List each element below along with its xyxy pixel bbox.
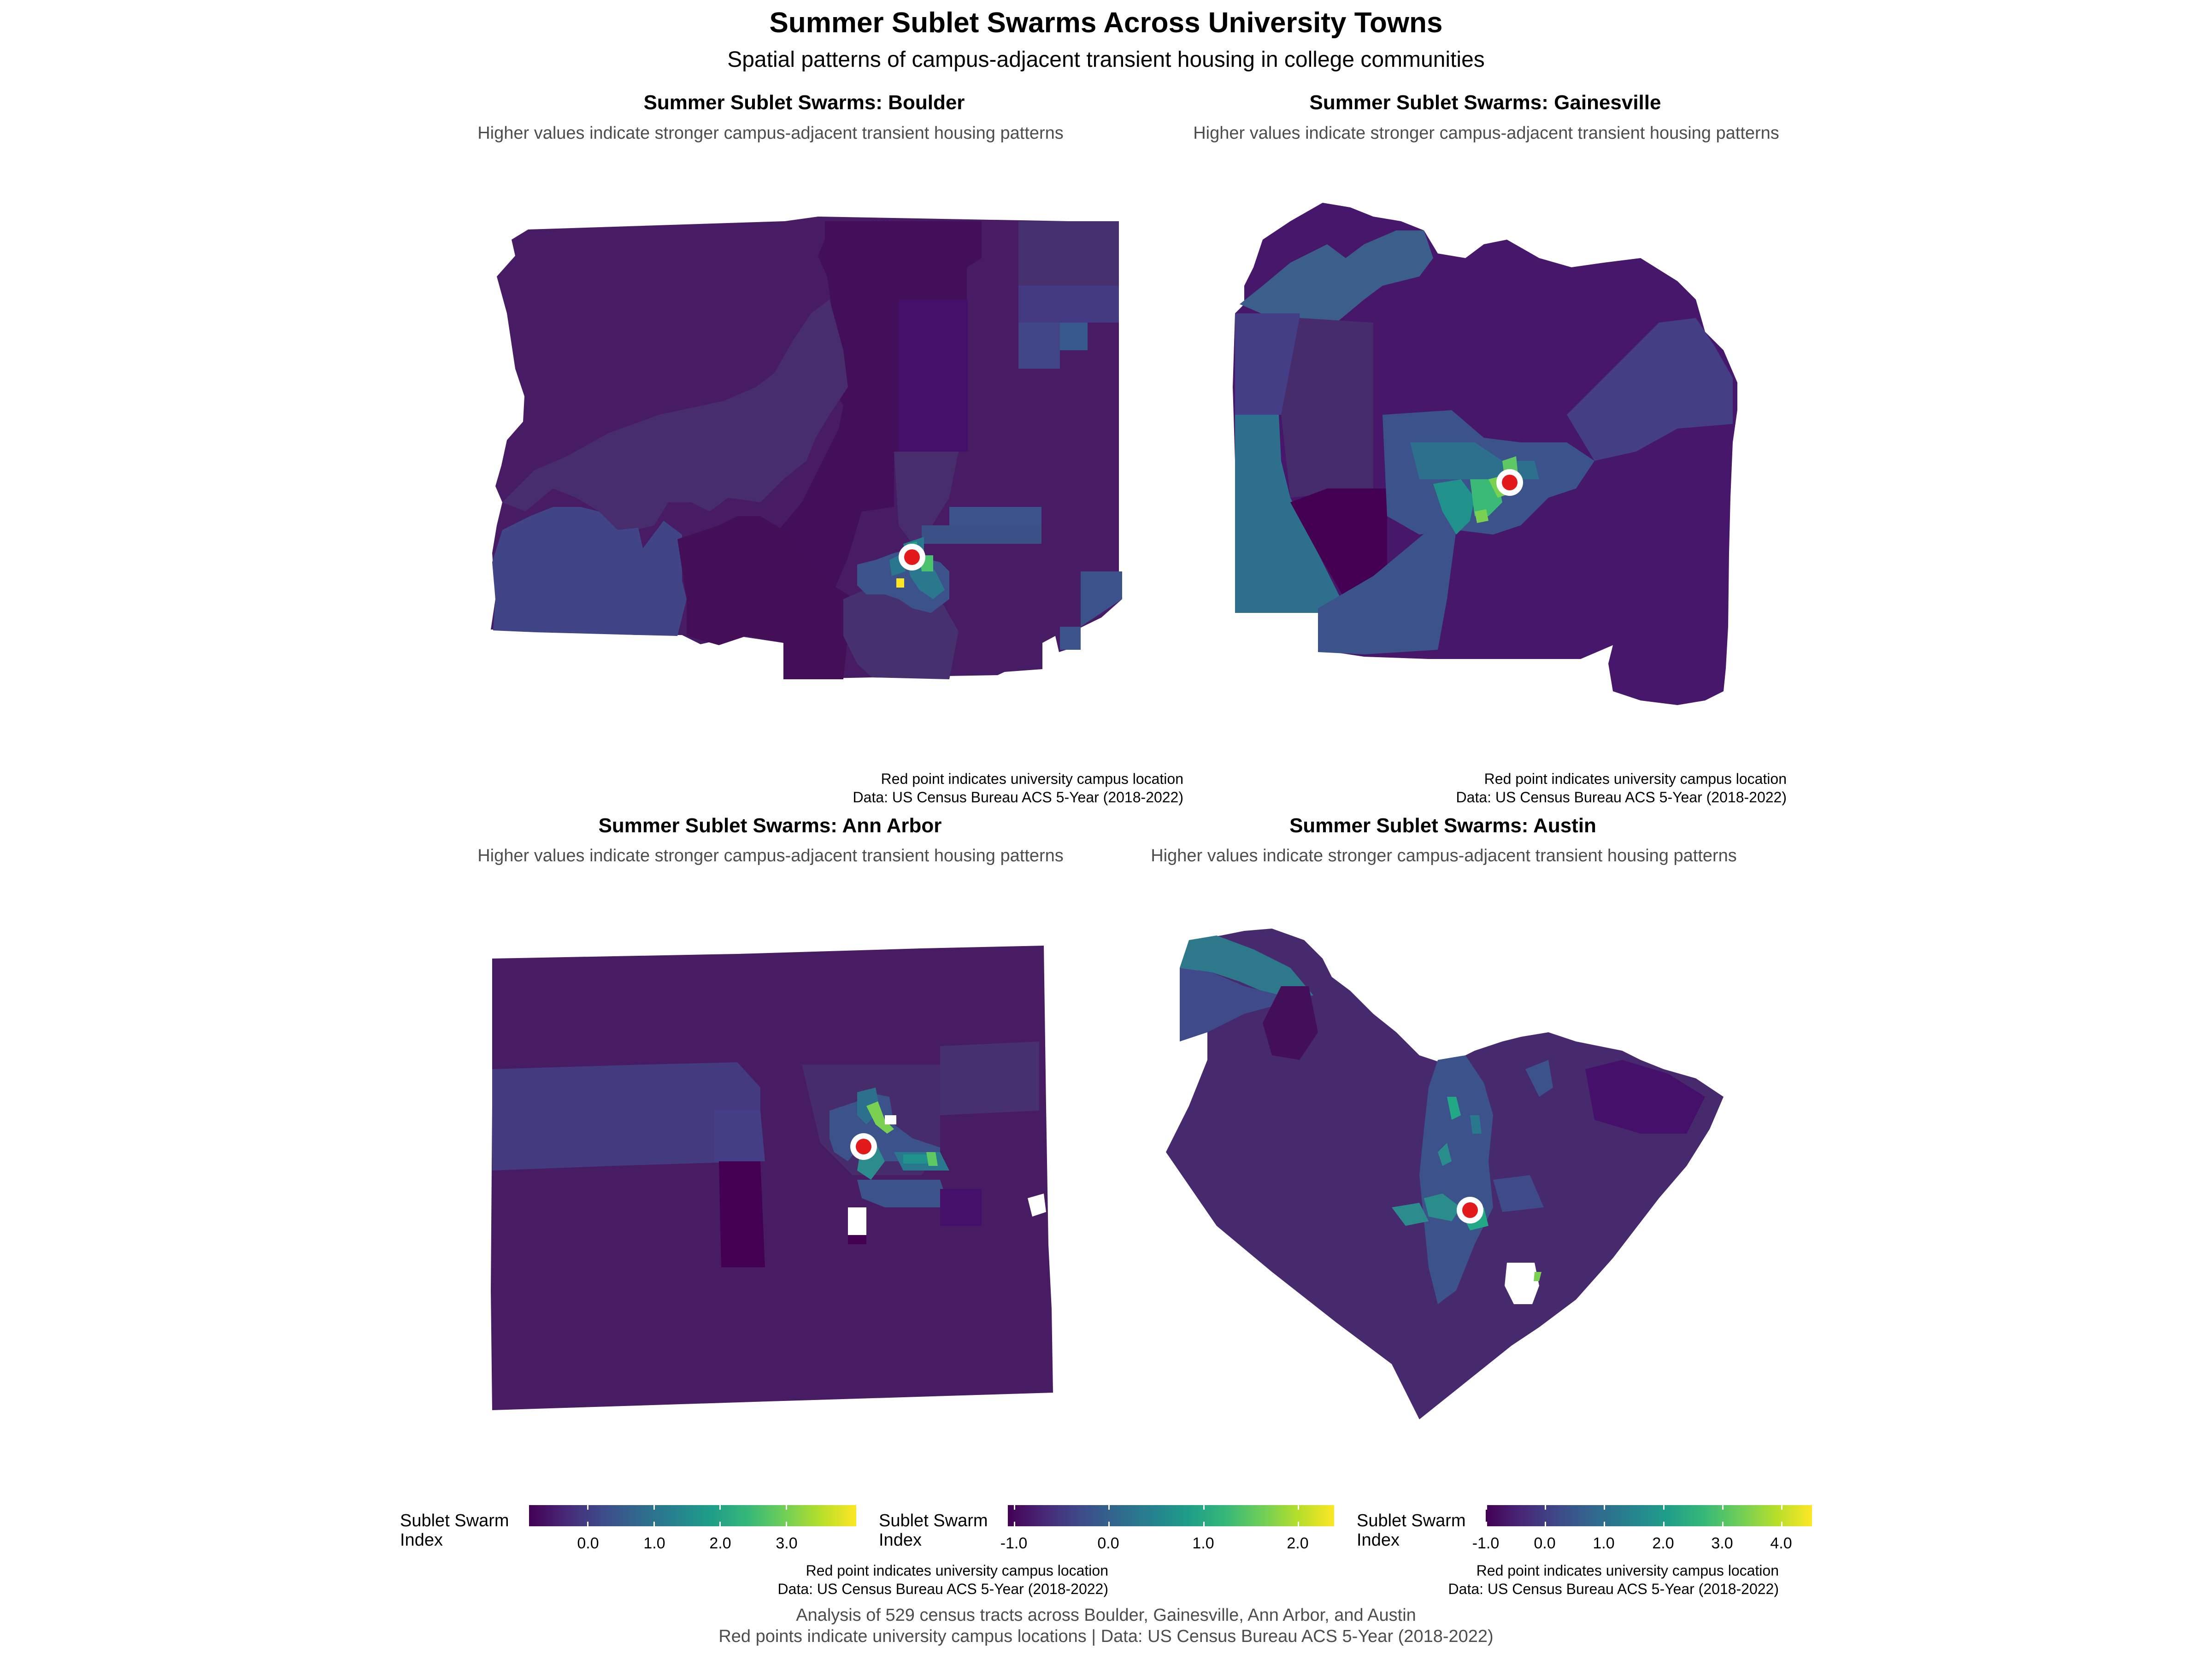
tick-label: 2.0 xyxy=(1652,1535,1674,1552)
legend-title-line2: Index xyxy=(879,1530,922,1550)
panel-title: Summer Sublet Swarms: Boulder xyxy=(643,91,965,114)
caption-line-2: Data: US Census Bureau ACS 5-Year (2018-… xyxy=(1456,789,1787,806)
legend-title-line2: Index xyxy=(400,1530,443,1550)
caption-line-1: Red point indicates university campus lo… xyxy=(881,771,1183,787)
panel-subtitle: Higher values indicate stronger campus-a… xyxy=(477,846,1064,865)
legend-title-line1: Sublet Swarm xyxy=(1357,1511,1466,1530)
tick-label: 1.0 xyxy=(643,1535,665,1552)
legend-caption-line-1: Red point indicates university campus lo… xyxy=(806,1562,1108,1579)
colorbar xyxy=(1486,1505,1812,1526)
colorbar xyxy=(1008,1505,1334,1526)
caption-line-1: Red point indicates university campus lo… xyxy=(1484,771,1787,787)
tick-label: 4.0 xyxy=(1770,1535,1792,1552)
legend-caption-line-2: Data: US Census Bureau ACS 5-Year (2018-… xyxy=(777,1581,1108,1597)
tick-label: 1.0 xyxy=(1593,1535,1615,1552)
legend-title-line1: Sublet Swarm xyxy=(879,1511,988,1530)
figure-subtitle: Spatial patterns of campus-adjacent tran… xyxy=(727,47,1485,72)
campus-point-austin-inner xyxy=(1462,1202,1478,1218)
legend-caption-line-2: Data: US Census Bureau ACS 5-Year (2018-… xyxy=(1448,1581,1779,1597)
tick-label: 3.0 xyxy=(776,1535,798,1552)
campus-point-ann-arbor-inner xyxy=(856,1139,871,1154)
campus-point-gainesville-inner xyxy=(1502,475,1518,490)
tick-label: 0.0 xyxy=(1097,1535,1119,1552)
tick-label: 2.0 xyxy=(1287,1535,1309,1552)
footer-line-1: Analysis of 529 census tracts across Bou… xyxy=(796,1606,1416,1625)
tick-label: 1.0 xyxy=(1192,1535,1214,1552)
colorbar xyxy=(529,1505,856,1526)
panel-title: Summer Sublet Swarms: Gainesville xyxy=(1309,91,1661,114)
footer-line-2: Red points indicate university campus lo… xyxy=(718,1627,1494,1646)
panel-title: Summer Sublet Swarms: Austin xyxy=(1289,814,1596,837)
caption-line-2: Data: US Census Bureau ACS 5-Year (2018-… xyxy=(853,789,1183,806)
tick-label: 3.0 xyxy=(1711,1535,1733,1552)
legend-title-line2: Index xyxy=(1357,1530,1400,1550)
legend-caption-line-1: Red point indicates university campus lo… xyxy=(1476,1562,1779,1579)
panel-subtitle: Higher values indicate stronger campus-a… xyxy=(1193,124,1779,143)
campus-point-boulder-inner xyxy=(904,549,920,565)
tick-label: 0.0 xyxy=(577,1535,599,1552)
tick-label: 2.0 xyxy=(709,1535,731,1552)
tick-label: -1.0 xyxy=(1472,1535,1500,1552)
legend-title-line1: Sublet Swarm xyxy=(400,1511,509,1530)
panel-subtitle: Higher values indicate stronger campus-a… xyxy=(477,124,1064,143)
tick-label: -1.0 xyxy=(1000,1535,1028,1552)
tick-label: 0.0 xyxy=(1534,1535,1556,1552)
figure-title: Summer Sublet Swarms Across University T… xyxy=(769,7,1443,39)
panel-title: Summer Sublet Swarms: Ann Arbor xyxy=(598,814,942,837)
panel-subtitle: Higher values indicate stronger campus-a… xyxy=(1151,846,1737,865)
